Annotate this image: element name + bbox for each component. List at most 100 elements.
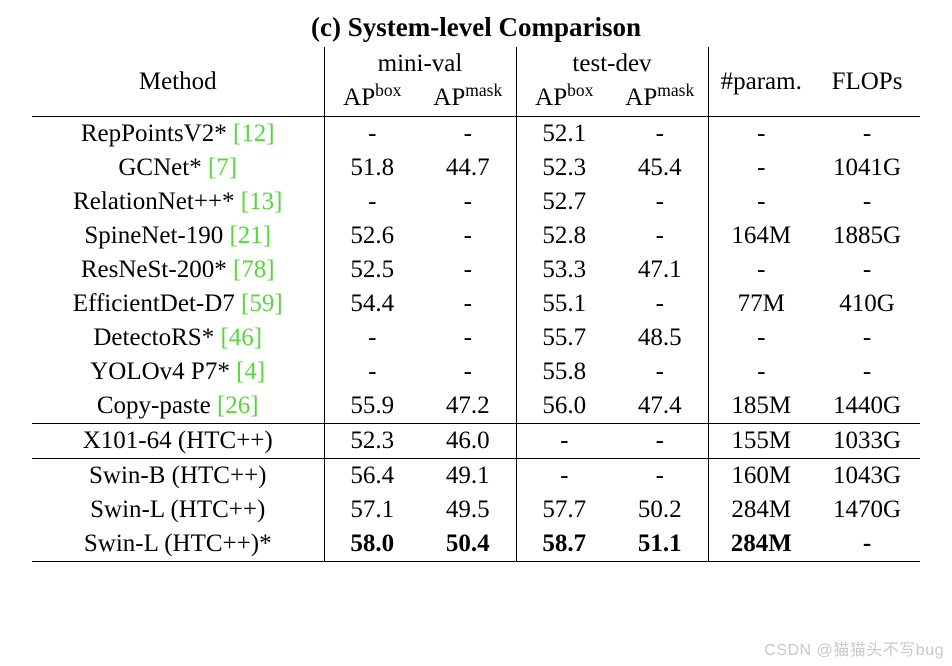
value-cell: 52.7 [516,185,612,219]
method-cell: Swin-B (HTC++) [32,459,324,494]
method-cell: SpineNet-190 [21] [32,219,324,253]
value-cell: 57.7 [516,493,612,527]
value-cell: - [612,424,708,459]
value-cell: 57.1 [324,493,420,527]
table-row: Swin-B (HTC++)56.449.1--160M1043G [32,459,920,494]
table-row: EfficientDet-D7 [59]54.4-55.1-77M410G [32,287,920,321]
value-cell: - [814,527,920,562]
method-cell: Swin-L (HTC++) [32,493,324,527]
value-cell: 49.1 [420,459,516,494]
header-mv-apbox: APbox [324,81,420,117]
value-cell: 54.4 [324,287,420,321]
value-cell: 1470G [814,493,920,527]
value-cell: 47.4 [612,389,708,424]
citation-ref: [21] [229,222,271,249]
method-cell: Copy-paste [26] [32,389,324,424]
table-row: DetectoRS* [46]--55.748.5-- [32,321,920,355]
value-cell: - [612,459,708,494]
table-row: Swin-L (HTC++) 57.149.557.750.2284M1470G [32,493,920,527]
value-cell: 47.2 [420,389,516,424]
table-row: RelationNet++* [13]--52.7--- [32,185,920,219]
value-cell: - [612,355,708,389]
citation-ref: [59] [241,290,283,317]
value-cell: - [324,321,420,355]
value-cell: 52.3 [516,151,612,185]
value-cell: 284M [708,493,814,527]
value-cell: 49.5 [420,493,516,527]
citation-ref: [13] [241,188,283,215]
value-cell: - [420,321,516,355]
method-name: RelationNet++* [73,188,241,215]
value-cell: 50.2 [612,493,708,527]
method-name: RepPointsV2* [81,120,233,147]
table-row: RepPointsV2* [12]--52.1--- [32,117,920,152]
value-cell: 58.0 [324,527,420,562]
comparison-table: Method mini-val test-dev #param. FLOPs A… [32,47,920,562]
value-cell: 52.1 [516,117,612,152]
value-cell: 55.8 [516,355,612,389]
value-cell: 284M [708,527,814,562]
table-body: RepPointsV2* [12]--52.1---GCNet* [7]51.8… [32,117,920,562]
value-cell: 58.7 [516,527,612,562]
header-flops: FLOPs [814,47,920,117]
method-cell: RelationNet++* [13] [32,185,324,219]
value-cell: - [516,424,612,459]
table-row: X101-64 (HTC++)52.346.0--155M1033G [32,424,920,459]
method-name: DetectoRS* [93,324,220,351]
header-method: Method [32,47,324,117]
value-cell: 185M [708,389,814,424]
citation-ref: [46] [220,324,262,351]
citation-ref: [26] [217,392,259,419]
value-cell: 1033G [814,424,920,459]
table-row: SpineNet-190 [21]52.6-52.8-164M1885G [32,219,920,253]
value-cell: 1043G [814,459,920,494]
table-row: Copy-paste [26]55.947.256.047.4185M1440G [32,389,920,424]
header-td-apmask: APmask [612,81,708,117]
value-cell: 48.5 [612,321,708,355]
value-cell: - [420,219,516,253]
method-cell: ResNeSt-200* [78] [32,253,324,287]
value-cell: 77M [708,287,814,321]
method-name: SpineNet-190 [84,222,229,249]
value-cell: - [420,253,516,287]
value-cell: - [324,355,420,389]
value-cell: - [708,321,814,355]
method-cell: Swin-L (HTC++)* [32,527,324,562]
value-cell: 50.4 [420,527,516,562]
value-cell: - [814,117,920,152]
value-cell: 410G [814,287,920,321]
method-name: Swin-L (HTC++) [90,496,265,523]
method-name: GCNet* [118,154,208,181]
method-name: X101-64 (HTC++) [83,427,273,454]
value-cell: 55.1 [516,287,612,321]
value-cell: 1440G [814,389,920,424]
value-cell: 160M [708,459,814,494]
method-cell: EfficientDet-D7 [59] [32,287,324,321]
table-row: GCNet* [7]51.844.752.345.4-1041G [32,151,920,185]
method-cell: GCNet* [7] [32,151,324,185]
value-cell: - [708,355,814,389]
value-cell: - [814,185,920,219]
citation-ref: [7] [208,154,237,181]
value-cell: - [420,287,516,321]
method-cell: DetectoRS* [46] [32,321,324,355]
value-cell: - [708,253,814,287]
value-cell: 47.1 [612,253,708,287]
table-row: Swin-L (HTC++)*58.050.458.751.1284M- [32,527,920,562]
value-cell: 46.0 [420,424,516,459]
citation-ref: [12] [233,120,275,147]
header-td-apbox: APbox [516,81,612,117]
value-cell: 164M [708,219,814,253]
value-cell: - [324,117,420,152]
method-name: ResNeSt-200* [81,256,233,283]
method-name: YOLOv4 P7* [90,358,236,385]
value-cell: 55.9 [324,389,420,424]
value-cell: - [708,117,814,152]
method-cell: YOLOv4 P7* [4] [32,355,324,389]
header-testdev: test-dev [516,47,708,81]
value-cell: 52.5 [324,253,420,287]
header-param: #param. [708,47,814,117]
value-cell: - [516,459,612,494]
value-cell: - [612,117,708,152]
value-cell: - [612,185,708,219]
